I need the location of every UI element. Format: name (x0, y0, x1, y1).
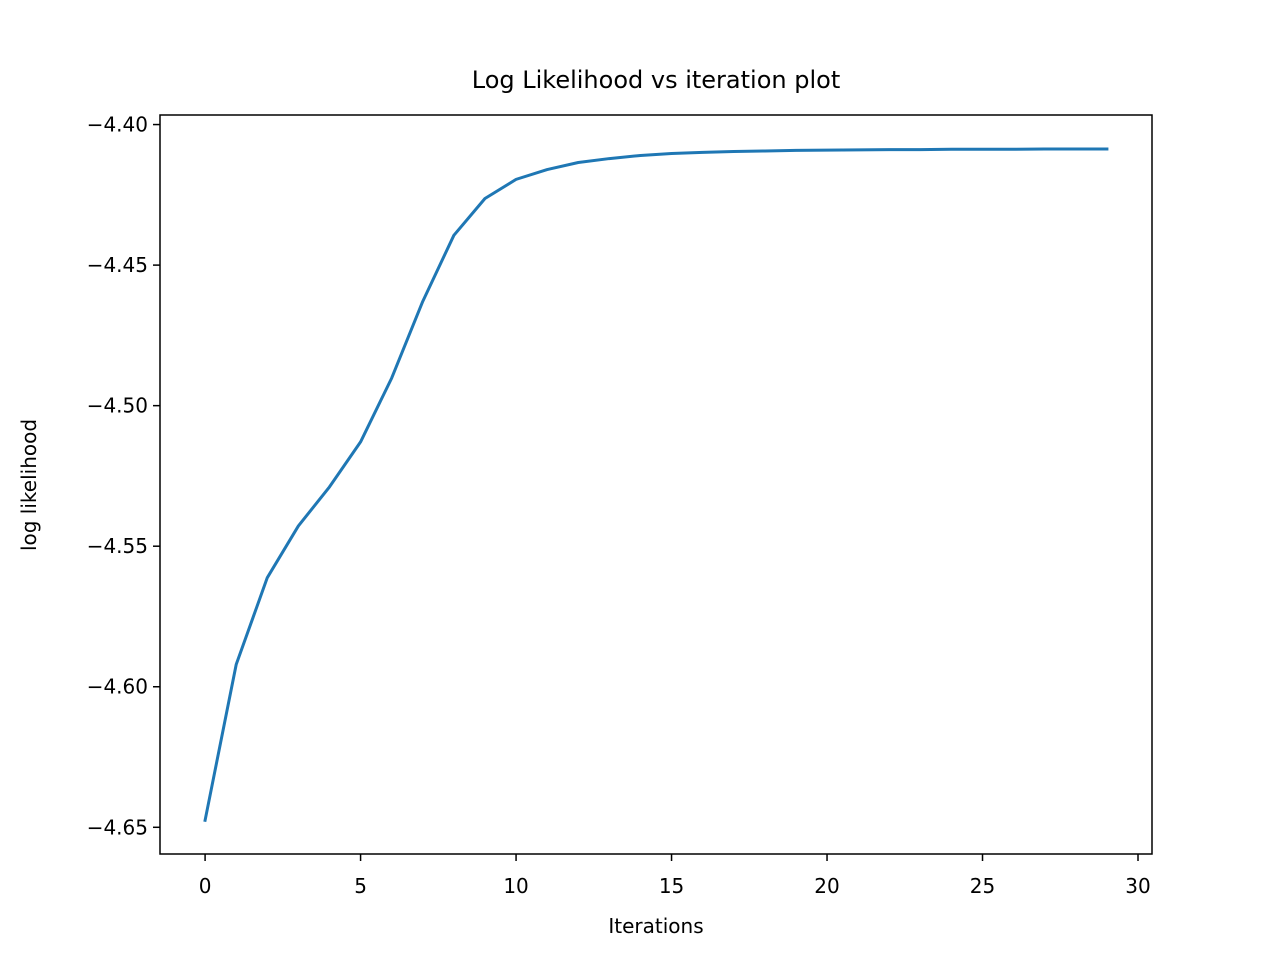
y-tick-label: −4.55 (87, 534, 148, 558)
x-tick-label: 0 (199, 874, 212, 898)
x-tick-label: 15 (659, 874, 684, 898)
plot-frame (159, 114, 1153, 855)
data-line (203, 147, 1109, 823)
y-tick-label: −4.60 (87, 675, 148, 699)
x-tick-label: 20 (814, 874, 839, 898)
x-tick-label: 10 (503, 874, 528, 898)
y-tick-label: −4.40 (87, 113, 148, 137)
y-tick-label: −4.65 (87, 815, 148, 839)
y-tick-label: −4.50 (87, 394, 148, 418)
x-tick-label: 30 (1125, 874, 1150, 898)
x-axis-label: Iterations (608, 914, 703, 938)
x-tick-label: 25 (970, 874, 995, 898)
chart-title: Log Likelihood vs iteration plot (472, 66, 840, 94)
x-tick-label: 5 (354, 874, 367, 898)
y-axis-label: log likelihood (17, 419, 41, 551)
y-tick-label: −4.45 (87, 253, 148, 277)
